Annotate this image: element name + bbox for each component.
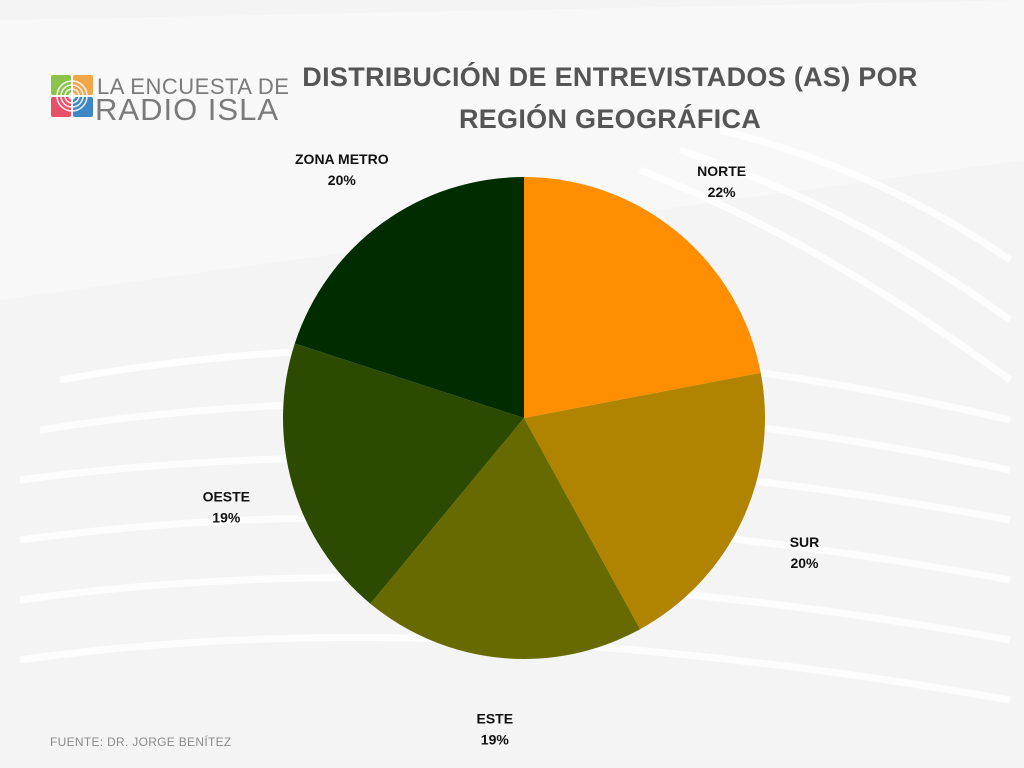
pie-slice-zona-metro [294,177,524,418]
slice-value-sur: 20% [790,555,819,571]
source-note: FUENTE: DR. JORGE BENÍTEZ [50,735,232,749]
slice-value-zona-metro: 20% [328,172,357,188]
slice-label-norte: NORTE [697,163,746,179]
slice-label-zona-metro: ZONA METRO [295,151,389,167]
logo-text-line1: LA ENCUESTA DE [97,74,290,99]
slice-value-norte: 22% [708,184,737,200]
slice-label-sur: SUR [790,534,820,550]
logo-mark-icon [51,75,93,117]
slice-value-este: 19% [481,732,510,748]
pie-slice-norte [524,177,761,418]
pie-slice-oeste [283,343,524,604]
pie-slice-sur [524,372,765,630]
slice-label-oeste: OESTE [203,489,250,505]
chart-title: DISTRIBUCIÓN DE ENTREVISTADOS (AS) POR R… [302,62,918,134]
slice-value-oeste: 19% [212,510,241,526]
pie-slice-este [370,418,641,659]
radio-isla-logo: LA ENCUESTA DE RADIO ISLA [51,75,289,127]
logo-text-line2: RADIO ISLA [95,92,279,127]
slice-label-este: ESTE [477,711,514,727]
